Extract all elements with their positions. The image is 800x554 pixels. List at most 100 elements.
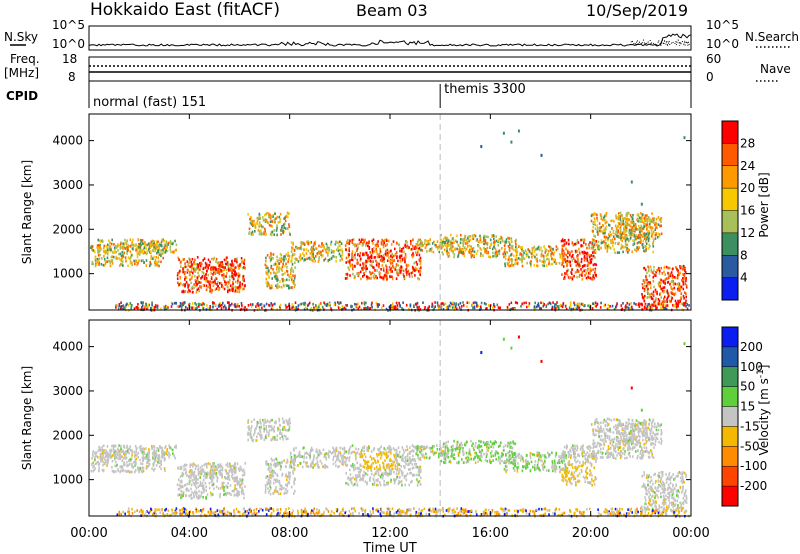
echo-cell bbox=[552, 263, 554, 266]
echo-cell bbox=[309, 302, 311, 305]
echo-cell bbox=[103, 264, 105, 267]
echo-cell bbox=[640, 241, 642, 244]
echo-cell bbox=[266, 212, 268, 215]
echo-cell bbox=[668, 277, 670, 280]
echo-cell bbox=[191, 471, 193, 474]
echo-cell bbox=[323, 302, 325, 305]
echo-cell bbox=[153, 248, 155, 251]
echo-cell bbox=[194, 263, 196, 266]
echo-cell bbox=[518, 257, 520, 260]
echo-cell bbox=[203, 470, 205, 473]
echo-cell bbox=[405, 268, 407, 271]
power-panel: 1000200030004000 Slant Range [km] 282420… bbox=[20, 114, 771, 312]
echo-cell bbox=[238, 275, 240, 278]
echo-cell bbox=[92, 450, 94, 453]
echo-cell bbox=[148, 451, 150, 454]
echo-cell bbox=[221, 465, 223, 468]
echo-cell bbox=[191, 307, 193, 310]
echo-cell bbox=[122, 264, 124, 267]
echo-cell bbox=[683, 283, 685, 286]
echo-cell bbox=[534, 256, 536, 259]
echo-cell bbox=[253, 220, 255, 223]
echo-cell bbox=[210, 272, 212, 275]
velocity-panel: 1000200030004000 Slant Range [km] 200100… bbox=[20, 320, 771, 518]
echo-cell bbox=[513, 255, 515, 258]
echo-cell bbox=[453, 238, 455, 241]
echo-cell bbox=[621, 244, 623, 247]
echo-cell bbox=[112, 470, 114, 473]
echo-cell bbox=[484, 302, 486, 305]
echo-cell bbox=[155, 256, 157, 259]
echo-cell bbox=[306, 248, 308, 251]
echo-cell bbox=[405, 256, 407, 259]
echo-cell bbox=[392, 262, 394, 265]
echo-cell bbox=[138, 251, 140, 254]
echo-cell bbox=[233, 490, 235, 493]
echo-cell bbox=[629, 229, 631, 232]
echo-cell bbox=[192, 291, 194, 294]
echo-cell bbox=[189, 290, 191, 293]
echo-cell bbox=[192, 286, 194, 289]
echo-cell bbox=[615, 225, 617, 228]
echo-cell bbox=[623, 220, 625, 223]
echo-cell bbox=[370, 255, 372, 258]
echo-cell bbox=[564, 276, 566, 279]
echo-cell bbox=[578, 261, 580, 264]
echo-cell bbox=[255, 222, 257, 225]
echo-cell bbox=[312, 303, 314, 306]
echo-cell bbox=[260, 431, 262, 434]
echo-cell bbox=[223, 482, 225, 485]
echo-cell bbox=[125, 242, 127, 245]
echo-cell bbox=[590, 277, 592, 280]
echo-cell bbox=[366, 252, 368, 255]
echo-cell bbox=[284, 216, 286, 219]
echo-cell bbox=[388, 269, 390, 272]
echo-cell bbox=[637, 248, 639, 251]
echo-cell bbox=[286, 306, 288, 309]
echo-cell bbox=[271, 419, 273, 422]
echo-cell bbox=[269, 429, 271, 432]
echo-cell bbox=[352, 250, 354, 253]
echo-cell bbox=[618, 242, 620, 245]
echo-cell bbox=[672, 297, 674, 300]
nsky-label: N.Sky bbox=[4, 30, 38, 44]
echo-cell bbox=[576, 264, 578, 267]
echo-cell bbox=[473, 237, 475, 240]
echo-cell bbox=[153, 465, 155, 468]
echo-cell bbox=[463, 240, 465, 243]
echo-cell bbox=[574, 260, 576, 263]
echo-cell bbox=[604, 235, 606, 238]
echo-cell bbox=[661, 267, 663, 270]
echo-cell bbox=[236, 493, 238, 496]
echo-cell bbox=[347, 273, 349, 276]
echo-cell bbox=[378, 265, 380, 268]
echo-cell bbox=[346, 304, 348, 307]
echo-cell bbox=[347, 239, 349, 242]
echo-cell bbox=[390, 270, 392, 273]
echo-cell bbox=[156, 261, 158, 264]
echo-cell bbox=[274, 303, 276, 306]
echo-cell bbox=[534, 246, 536, 249]
echo-cell bbox=[593, 264, 595, 267]
echo-cell bbox=[463, 304, 465, 307]
echo-cell bbox=[257, 217, 259, 220]
echo-cell bbox=[396, 269, 398, 272]
echo-cell bbox=[685, 296, 687, 299]
echo-cell bbox=[597, 303, 599, 306]
echo-cell bbox=[281, 227, 283, 230]
echo-cell bbox=[304, 259, 306, 262]
echo-cell bbox=[646, 224, 648, 227]
echo-cell bbox=[209, 476, 211, 479]
echo-cell bbox=[249, 218, 251, 221]
echo-cell bbox=[120, 445, 122, 448]
echo-cell bbox=[241, 304, 243, 307]
echo-cell bbox=[266, 278, 268, 281]
echo-cell bbox=[667, 292, 669, 295]
echo-cell bbox=[237, 278, 239, 281]
echo-cell bbox=[362, 275, 364, 278]
echo-cell bbox=[137, 467, 139, 470]
echo-cell bbox=[630, 302, 632, 305]
echo-cell bbox=[370, 259, 372, 262]
echo-cell bbox=[597, 231, 599, 234]
echo-cell bbox=[125, 453, 127, 456]
